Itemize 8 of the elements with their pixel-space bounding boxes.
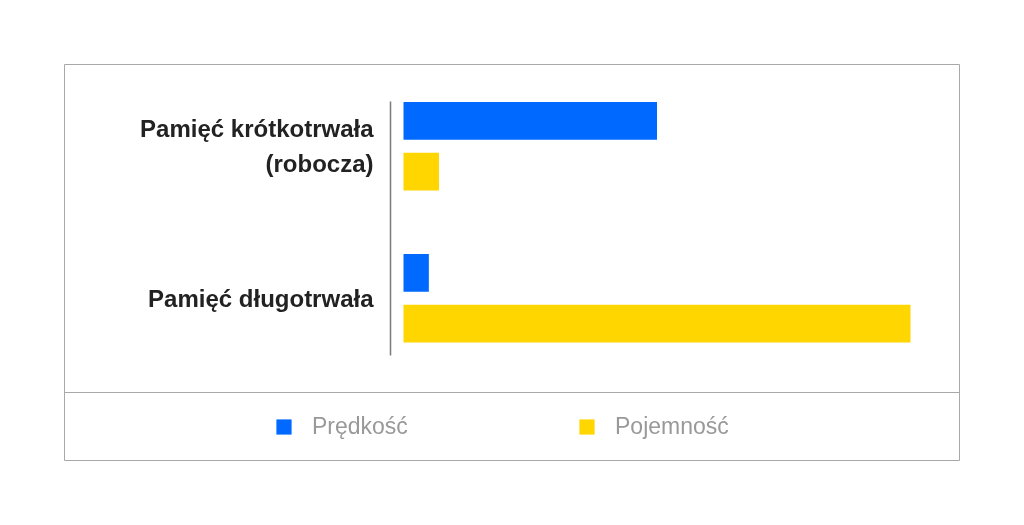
y-tick-label: Pamięć krótkotrwała (robocza): [140, 115, 375, 178]
bar: [403, 253, 429, 292]
bar: [403, 152, 439, 191]
legend-label: Prędkość: [312, 413, 409, 440]
y-tick-label: Pamięć długotrwała: [148, 284, 375, 312]
legend-label: Pojemność: [615, 413, 730, 440]
bar: [403, 304, 911, 343]
bar: [403, 101, 657, 140]
